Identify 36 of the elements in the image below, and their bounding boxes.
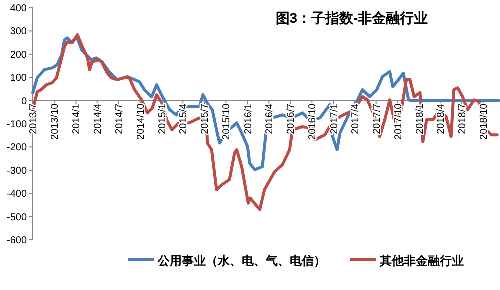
x-tick-label: 2016/7 xyxy=(286,103,298,134)
chart-title: 图3：子指数-非金融行业 xyxy=(276,10,428,26)
x-tick-label: 2014/7 xyxy=(114,103,126,134)
y-tick-label: 400 xyxy=(10,4,28,14)
x-tick-label: 2016/4 xyxy=(264,103,276,134)
x-tick-label: 2018/4 xyxy=(436,103,448,134)
x-tick-label: 2017/4 xyxy=(350,103,362,134)
x-tick-label: 2014/10 xyxy=(136,103,147,140)
x-tick-label: 2018/1 xyxy=(415,103,426,134)
y-tick-label: -500 xyxy=(6,212,28,224)
x-tick-label: 2015/7 xyxy=(200,103,212,134)
x-tick-label: 2013/10 xyxy=(50,103,62,140)
x-tick-label: 2018/10 xyxy=(479,103,490,140)
x-tick-label: 2017/7 xyxy=(372,103,383,134)
x-tick-label: 2015/10 xyxy=(222,103,233,140)
y-tick-label: 0 xyxy=(21,96,28,108)
legend-label: 其他非金融行业 xyxy=(379,254,464,268)
y-tick-label: -400 xyxy=(6,189,28,200)
x-tick-label: 2017/10 xyxy=(393,103,404,140)
x-tick-label: 2018/7 xyxy=(458,103,469,134)
x-tick-label: 2016/1 xyxy=(243,103,254,134)
x-tick-label: 2014/1 xyxy=(72,103,83,134)
x-tick-label: 2015/1 xyxy=(158,103,169,134)
y-tick-label: 100 xyxy=(10,73,28,84)
y-tick-label: -300 xyxy=(6,166,28,177)
x-tick-label: 2013/7 xyxy=(28,103,40,134)
y-tick-label: 200 xyxy=(10,50,28,61)
y-tick-label: -600 xyxy=(6,236,28,246)
x-tick-label: 2014/4 xyxy=(92,103,104,134)
x-tick-label: 2015/4 xyxy=(178,103,190,134)
y-tick-label: -100 xyxy=(6,120,28,130)
y-tick-label: -200 xyxy=(6,142,28,154)
x-tick-label: 2017/1 xyxy=(329,103,340,134)
x-tick-label: 2016/10 xyxy=(308,103,319,140)
legend-label: 公用事业（水、电、气、电信） xyxy=(157,254,326,268)
y-tick-label: 300 xyxy=(10,26,28,38)
